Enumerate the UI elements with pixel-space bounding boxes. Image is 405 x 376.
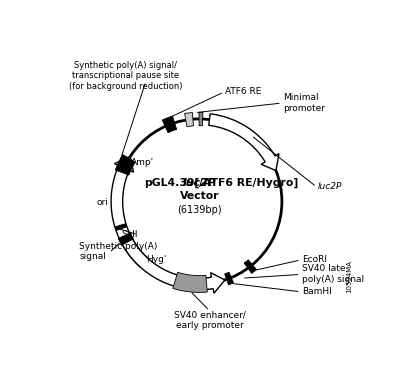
- Polygon shape: [111, 156, 148, 267]
- Text: pGL4.39[: pGL4.39[: [144, 177, 199, 188]
- Text: Amp': Amp': [130, 158, 153, 167]
- Polygon shape: [121, 238, 224, 293]
- Text: Minimal
promoter: Minimal promoter: [283, 93, 324, 113]
- Text: /ATF6 RE/Hygro]: /ATF6 RE/Hygro]: [199, 177, 298, 188]
- Text: (6139bp): (6139bp): [177, 205, 221, 215]
- Text: EcoRI: EcoRI: [301, 255, 326, 264]
- Text: 10594MA: 10594MA: [345, 260, 352, 293]
- Text: ori: ori: [96, 199, 108, 208]
- Text: Synthetic poly(A)
signal: Synthetic poly(A) signal: [79, 241, 157, 261]
- Polygon shape: [224, 272, 233, 285]
- Polygon shape: [243, 260, 256, 273]
- Polygon shape: [173, 272, 207, 293]
- Polygon shape: [115, 155, 135, 175]
- Polygon shape: [115, 224, 126, 230]
- Text: SV40 enhancer/
early promoter: SV40 enhancer/ early promoter: [173, 311, 245, 330]
- Text: luc2P: luc2P: [317, 182, 342, 191]
- Text: BamHI: BamHI: [301, 287, 331, 296]
- Polygon shape: [162, 116, 176, 133]
- Polygon shape: [208, 114, 278, 171]
- Polygon shape: [118, 233, 133, 246]
- Text: Hyg': Hyg': [145, 255, 166, 264]
- Text: SalI: SalI: [121, 230, 138, 239]
- Text: Synthetic poly(A) signal/
transcriptional pause site
(for background reduction): Synthetic poly(A) signal/ transcriptiona…: [68, 61, 182, 91]
- Text: luc2P: luc2P: [182, 177, 216, 188]
- Polygon shape: [184, 112, 193, 127]
- Text: Vector: Vector: [179, 191, 219, 201]
- Text: ATF6 RE: ATF6 RE: [225, 87, 261, 96]
- Polygon shape: [198, 112, 202, 126]
- Text: SV40 late
poly(A) signal: SV40 late poly(A) signal: [301, 264, 363, 284]
